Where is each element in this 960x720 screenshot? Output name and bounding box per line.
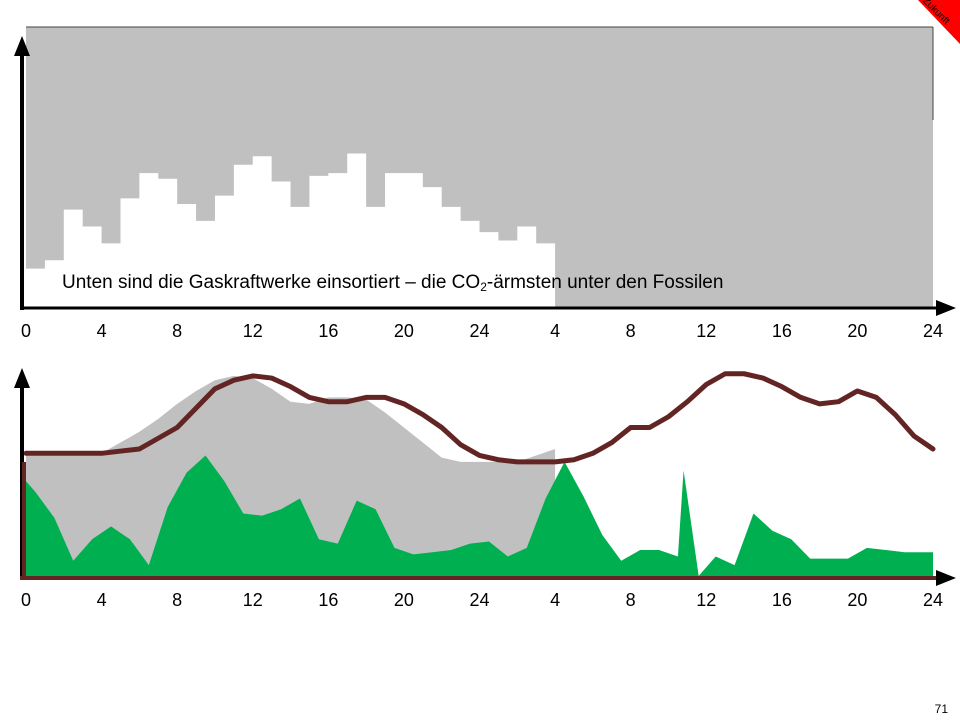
bottom-gray-area xyxy=(26,375,556,578)
badge-shape xyxy=(918,0,960,44)
top-tick-label: 8 xyxy=(626,321,636,341)
top-tick-label: 12 xyxy=(696,321,716,341)
top-x-arrow xyxy=(936,300,956,316)
bottom-tick-label: 12 xyxy=(696,590,716,610)
bottom-x-arrow xyxy=(936,570,956,586)
bottom-tick-label: 4 xyxy=(550,590,560,610)
bottom-tick-label: 16 xyxy=(772,590,792,610)
top-tick-label: 12 xyxy=(243,321,263,341)
top-tick-label: 20 xyxy=(847,321,867,341)
top-y-arrow xyxy=(14,36,30,56)
bottom-tick-label: 24 xyxy=(923,590,943,610)
bottom-y-arrow xyxy=(14,368,30,388)
bottom-tick-labels: 0 4 8 12 16 20 24 4 8 12 16 20 24 xyxy=(21,590,943,610)
bottom-tick-label: 24 xyxy=(469,590,489,610)
top-tick-label: 8 xyxy=(172,321,182,341)
bottom-tick-label: 4 xyxy=(97,590,107,610)
bottom-tick-label: 20 xyxy=(394,590,414,610)
bottom-tick-label: 8 xyxy=(172,590,182,610)
bottom-tick-label: 12 xyxy=(243,590,263,610)
top-tick-label: 4 xyxy=(97,321,107,341)
top-tick-labels: 0 4 8 12 16 20 24 4 8 12 16 20 24 xyxy=(21,321,943,341)
top-tick-label: 24 xyxy=(469,321,489,341)
top-tick-label: 0 xyxy=(21,321,31,341)
top-white-area xyxy=(26,153,556,308)
page-number: 71 xyxy=(934,702,948,716)
bottom-tick-label: 0 xyxy=(21,590,31,610)
bottom-tick-label: 8 xyxy=(626,590,636,610)
top-tick-label: 20 xyxy=(394,321,414,341)
bottom-tick-label: 20 xyxy=(847,590,867,610)
top-tick-label: 24 xyxy=(923,321,943,341)
top-tick-label: 4 xyxy=(550,321,560,341)
top-tick-label: 16 xyxy=(318,321,338,341)
top-tick-label: 16 xyxy=(772,321,792,341)
bottom-chart: 0 4 8 12 16 20 24 4 8 12 16 20 24 xyxy=(14,368,956,610)
bottom-demand-line xyxy=(23,371,936,465)
bottom-green-area xyxy=(26,455,933,578)
bottom-tick-label: 16 xyxy=(318,590,338,610)
top-chart: Unten sind die Gaskraftwerke einsortiert… xyxy=(14,26,956,341)
top-annotation: Unten sind die Gaskraftwerke einsortiert… xyxy=(62,272,723,294)
